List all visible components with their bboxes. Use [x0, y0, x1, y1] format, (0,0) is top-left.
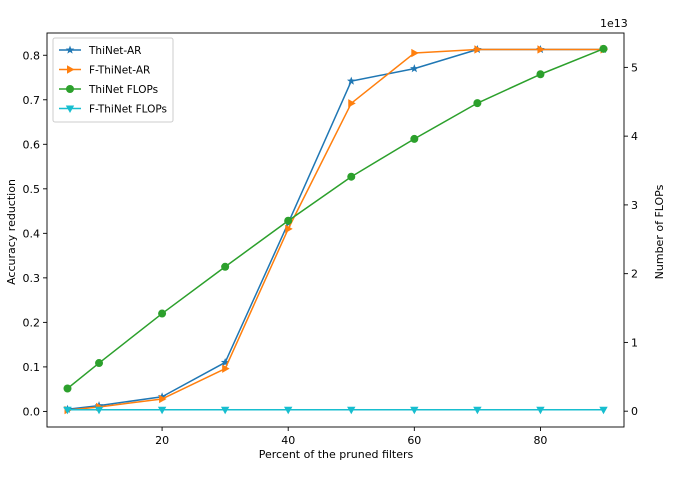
y2-tick-label: 5 — [631, 61, 638, 74]
data-point — [410, 64, 419, 73]
y-tick-label: 0.0 — [23, 405, 41, 418]
data-point — [410, 406, 419, 415]
data-point — [221, 262, 230, 271]
data-point — [157, 392, 167, 401]
plot-frame — [46, 32, 625, 428]
data-point — [410, 134, 419, 143]
data-point — [599, 44, 608, 53]
data-point — [346, 76, 356, 85]
legend-marker — [67, 65, 75, 74]
data-point — [474, 45, 482, 54]
data-point — [222, 364, 230, 373]
legend-item: F-ThiNet-AR — [59, 65, 150, 77]
y-tick-label: 0.3 — [23, 272, 41, 285]
data-point — [536, 406, 545, 415]
axes-layer: 20 40 60 80 0.0 0.1 0.2 0.3 0.4 0.5 0.6 0.7 0.8 0 1 2 3 4… — [23, 32, 638, 447]
y2-axis-label: Number of FLOPs — [653, 184, 666, 279]
legend-item: F-ThiNet FLOPs — [59, 104, 167, 116]
data-point — [159, 394, 167, 404]
data-point — [157, 406, 167, 415]
data-point — [473, 406, 482, 415]
data-point — [284, 406, 293, 415]
data-point — [63, 384, 72, 393]
data-point — [158, 309, 167, 318]
x-tick-label: 60 — [407, 434, 421, 447]
x-tick-label: 80 — [533, 434, 547, 447]
data-point — [220, 406, 230, 415]
data-point — [63, 406, 72, 415]
data-point — [473, 99, 482, 108]
legend: ThiNet-AR F-ThiNet-AR ThiNet FLOPs F-ThiNet… — [52, 37, 174, 123]
legend-box — [52, 37, 174, 123]
series-thinet-flops — [63, 44, 608, 393]
y-tick-label: 0.1 — [23, 361, 41, 374]
y2-tick-label: 2 — [631, 268, 638, 281]
data-point — [537, 45, 545, 54]
series-layer — [63, 44, 609, 415]
x-tick-label: 40 — [281, 434, 295, 447]
y2-tick-label: 3 — [631, 199, 638, 212]
legend-label: ThiNet FLOPs — [88, 84, 158, 96]
data-point — [284, 216, 293, 225]
series-f-thinet-flops — [63, 406, 608, 415]
data-point — [536, 70, 545, 79]
y-tick-label: 0.5 — [23, 183, 41, 196]
series-line — [67, 48, 604, 411]
series-line — [67, 48, 604, 390]
y2-tick-label: 4 — [631, 130, 638, 143]
legend-marker — [66, 85, 74, 93]
y2-tick-label: 1 — [631, 336, 638, 349]
x-axis-label: Percent of the pruned filters — [259, 448, 414, 461]
y-tick-label: 0.8 — [23, 49, 41, 62]
legend-item: ThiNet-AR — [59, 45, 141, 57]
legend-label: F-ThiNet-AR — [89, 65, 150, 77]
series-f-thinet-ar — [64, 45, 609, 415]
y2-tick-label: 0 — [631, 405, 638, 418]
data-point — [95, 359, 104, 368]
data-point — [348, 99, 356, 108]
data-point — [347, 172, 356, 181]
legend-label: F-ThiNet FLOPs — [89, 104, 167, 116]
x-tick-label: 20 — [155, 434, 169, 447]
y2-offset-text: 1e13 — [600, 17, 628, 30]
legend-marker — [65, 105, 75, 113]
y-tick-label: 0.6 — [23, 138, 41, 151]
y-tick-label: 0.2 — [23, 316, 41, 329]
data-point — [94, 406, 104, 415]
y-tick-label: 0.4 — [23, 227, 41, 240]
data-point — [411, 48, 419, 58]
data-point — [347, 406, 356, 415]
legend-label: ThiNet-AR — [88, 45, 141, 57]
legend-item: ThiNet FLOPs — [59, 84, 158, 96]
data-point — [220, 357, 230, 367]
data-point — [599, 406, 608, 415]
y-axis-label: Accuracy reduction — [5, 179, 18, 285]
y-tick-label: 0.7 — [23, 94, 41, 107]
data-point — [285, 224, 293, 234]
legend-marker — [65, 45, 75, 54]
